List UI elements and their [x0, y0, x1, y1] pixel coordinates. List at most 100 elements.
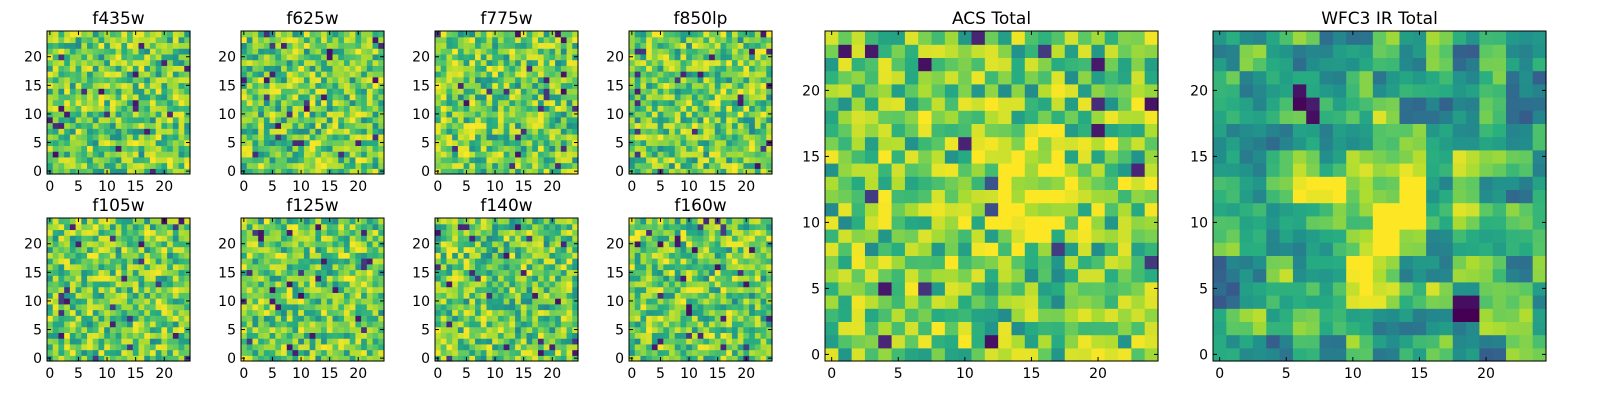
heatmap-cell — [292, 286, 299, 293]
heatmap-cell — [726, 280, 733, 288]
heatmap-cell — [161, 71, 168, 78]
heatmap-cell — [737, 315, 744, 322]
heatmap-cell — [309, 53, 316, 61]
heatmap-cell — [492, 320, 499, 328]
heatmap-cell — [731, 286, 739, 293]
heatmap-cell — [480, 343, 488, 351]
heatmap-cell — [566, 122, 573, 129]
heatmap-cell — [634, 286, 642, 293]
heatmap-cell — [92, 315, 100, 322]
heatmap-cell — [246, 162, 254, 169]
heatmap-cell — [475, 303, 482, 311]
heatmap-cell — [475, 309, 482, 316]
heatmap-cell — [298, 280, 305, 288]
heatmap-cell — [303, 229, 311, 236]
heatmap-cell — [754, 31, 762, 38]
heatmap-cell — [743, 145, 750, 152]
heatmap-cell — [263, 292, 271, 299]
heatmap-cell — [555, 122, 562, 129]
heatmap-cell — [760, 349, 767, 356]
heatmap-cell — [144, 42, 151, 49]
heatmap-cell — [361, 48, 368, 55]
heatmap-cell — [378, 263, 385, 271]
heatmap-cell — [549, 48, 556, 55]
heatmap-cell — [720, 332, 727, 339]
heatmap-cell — [663, 76, 670, 84]
heatmap-cell — [629, 48, 636, 55]
heatmap-cell — [132, 229, 140, 236]
heatmap-cell — [246, 235, 254, 242]
heatmap-cell — [298, 298, 305, 305]
heatmap-cell — [355, 303, 362, 311]
heatmap-cell — [286, 292, 294, 299]
heatmap-cell — [497, 320, 505, 328]
heatmap-cell — [361, 252, 368, 259]
heatmap-cell — [281, 82, 288, 89]
heatmap-cell — [121, 99, 128, 106]
heatmap-cell — [657, 315, 664, 322]
heatmap-cell — [646, 122, 653, 129]
heatmap-cell — [515, 246, 522, 253]
heatmap-cell — [446, 349, 453, 356]
heatmap-cell — [343, 223, 351, 231]
heatmap-cell — [754, 128, 762, 135]
heatmap-cell — [161, 280, 168, 288]
heatmap-cell — [475, 122, 482, 129]
heatmap-cell — [155, 240, 162, 248]
heatmap-cell — [651, 162, 659, 169]
heatmap-cell — [486, 156, 493, 164]
heatmap-cell — [132, 343, 140, 351]
heatmap-cell — [349, 105, 356, 112]
heatmap-cell — [87, 258, 94, 265]
heatmap-cell — [366, 111, 374, 118]
heatmap-cell — [651, 355, 659, 362]
heatmap-cell — [58, 229, 65, 236]
heatmap-cell — [315, 42, 322, 49]
heatmap-cell — [167, 320, 174, 328]
heatmap-cell — [361, 42, 368, 49]
heatmap-cell — [515, 48, 522, 55]
heatmap-cell — [269, 252, 276, 259]
heatmap-cell — [674, 332, 682, 339]
heatmap-cell — [92, 122, 100, 129]
heatmap-cell — [149, 116, 157, 124]
heatmap-cell — [167, 235, 174, 242]
heatmap-cell — [503, 105, 510, 112]
heatmap-cell — [475, 343, 482, 351]
heatmap-cell — [503, 71, 510, 78]
heatmap-cell — [252, 65, 259, 72]
heatmap-cell — [172, 309, 180, 316]
heatmap-cell — [104, 269, 111, 276]
heatmap-cell — [446, 145, 453, 152]
heatmap-cell — [92, 133, 100, 141]
heatmap-cell — [303, 59, 311, 66]
heatmap-cell — [503, 128, 510, 135]
heatmap-cell — [366, 133, 374, 141]
heatmap-cell — [263, 303, 271, 311]
heatmap-cell — [252, 269, 259, 276]
heatmap-cell — [629, 105, 636, 112]
heatmap-cell — [127, 269, 134, 276]
heatmap-cell — [155, 258, 162, 265]
heatmap-cell — [572, 235, 579, 242]
heatmap-cell — [640, 343, 647, 351]
heatmap-cell — [435, 122, 442, 129]
heatmap-cell — [286, 53, 294, 61]
heatmap-cell — [680, 133, 687, 141]
heatmap-cell — [549, 53, 556, 61]
heatmap-cell — [515, 168, 522, 175]
heatmap-cell — [492, 105, 499, 112]
heatmap-cell — [509, 42, 516, 49]
heatmap-cell — [315, 275, 322, 282]
heatmap-cell — [64, 355, 71, 362]
heatmap-cell — [332, 156, 339, 164]
heatmap-cell — [566, 82, 573, 89]
heatmap-cell — [309, 145, 316, 152]
heatmap-cell — [537, 151, 545, 158]
heatmap-cell — [749, 133, 756, 141]
heatmap-cell — [349, 59, 356, 66]
heatmap-cell — [634, 168, 642, 175]
heatmap-cell — [440, 349, 448, 356]
heatmap-cell — [674, 286, 682, 293]
heatmap-cell — [720, 309, 727, 316]
